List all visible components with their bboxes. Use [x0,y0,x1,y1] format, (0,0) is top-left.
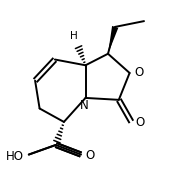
Text: O: O [85,149,94,162]
Text: O: O [135,116,145,129]
Text: N: N [80,99,89,112]
Text: O: O [134,65,143,79]
Polygon shape [108,26,118,54]
Text: HO: HO [6,150,24,163]
Text: H: H [70,31,78,41]
